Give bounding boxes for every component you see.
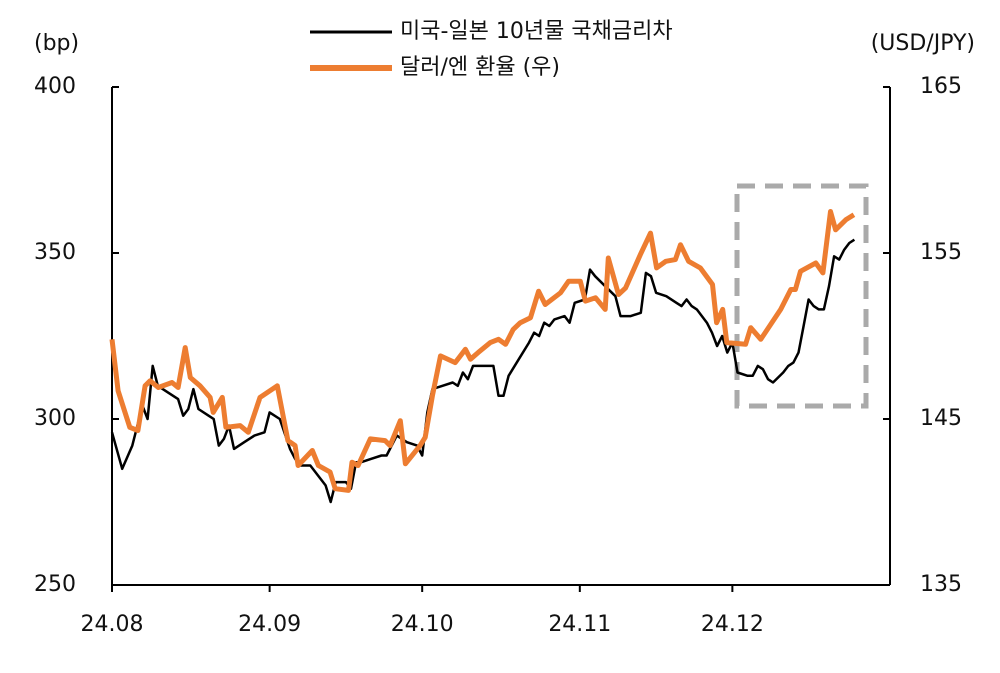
- y2-tick-label: 145: [920, 406, 962, 431]
- x-tick-label: 24.08: [81, 612, 144, 637]
- x-tick-label: 24.11: [548, 612, 611, 637]
- series-line: [109, 209, 856, 493]
- highlight-box: [734, 183, 869, 409]
- y2-tick-label: 135: [920, 572, 962, 597]
- legend-label: 달러/엔 환율 (우): [400, 55, 560, 80]
- x-tick-label: 24.10: [391, 612, 454, 637]
- y-tick-label: 300: [34, 406, 76, 431]
- y2-tick-label: 155: [920, 240, 962, 265]
- y2-tick-label: 165: [920, 74, 962, 99]
- y-tick-label: 250: [34, 572, 76, 597]
- x-tick-label: 24.12: [701, 612, 764, 637]
- series-line: [110, 238, 856, 504]
- y-tick-label: 350: [34, 240, 76, 265]
- y-tick-label: 400: [34, 74, 76, 99]
- y2-axis-label: (USD/JPY): [871, 31, 975, 56]
- y-axis-label: (bp): [34, 31, 79, 56]
- legend-label: 미국-일본 10년물 국채금리차: [400, 19, 673, 44]
- x-tick-label: 24.09: [238, 612, 301, 637]
